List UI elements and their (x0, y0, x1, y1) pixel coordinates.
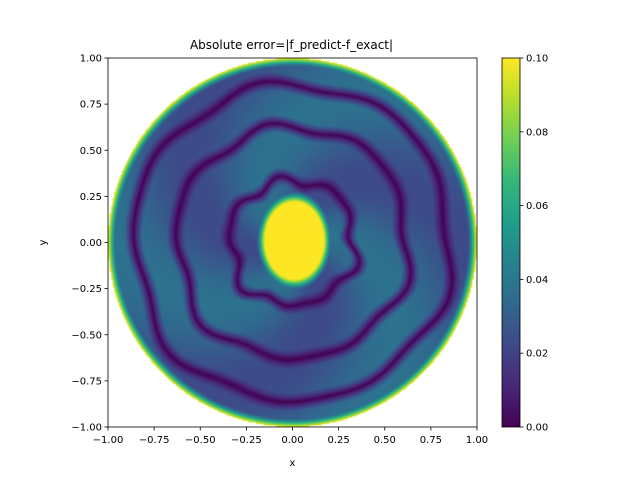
x-tick-label: −0.50 (185, 435, 216, 446)
colorbar-tick-label: 0.00 (526, 423, 548, 434)
y-axis-label: y (38, 239, 49, 245)
x-tick-label: −1.00 (93, 435, 124, 446)
y-tick-label: 0.75 (80, 100, 102, 111)
y-tick-label: −1.00 (71, 423, 102, 434)
y-tick-label: 1.00 (80, 54, 102, 65)
x-tick-label: −0.75 (139, 435, 170, 446)
x-tick-label: 1.00 (466, 435, 488, 446)
y-axis-ticks: −1.00 −0.75 −0.50 −0.25 0.00 0.25 0.50 0.75 1.00 (71, 54, 108, 434)
colorbar-tick-label: 0.10 (526, 54, 548, 65)
y-tick-label: 0.50 (80, 146, 102, 157)
heatmap-image (108, 58, 477, 427)
colorbar-tick-label: 0.08 (526, 127, 548, 138)
y-tick-label: −0.25 (71, 284, 102, 295)
x-tick-label: −0.25 (231, 435, 262, 446)
colorbar-tick-label: 0.06 (526, 201, 548, 212)
x-tick-label: 0.25 (327, 435, 349, 446)
x-tick-label: 0.75 (420, 435, 442, 446)
y-tick-label: −0.50 (71, 330, 102, 341)
colorbar-ticks: 0.00 0.02 0.04 0.06 0.08 0.10 (520, 54, 548, 434)
colorbar-tick-label: 0.02 (526, 349, 548, 360)
x-tick-label: 0.50 (374, 435, 396, 446)
y-tick-label: 0.00 (80, 238, 102, 249)
colorbar-tick-label: 0.04 (526, 275, 548, 286)
colorbar (501, 57, 521, 428)
x-axis-label: x (290, 458, 296, 469)
y-tick-label: −0.75 (71, 376, 102, 387)
x-tick-label: 0.00 (281, 435, 303, 446)
x-axis-ticks: −1.00 −0.75 −0.50 −0.25 0.00 0.25 0.50 0.75 1.00 (93, 427, 488, 446)
chart-title: Absolute error=|f_predict-f_exact| (190, 38, 393, 52)
y-tick-label: 0.25 (80, 192, 102, 203)
